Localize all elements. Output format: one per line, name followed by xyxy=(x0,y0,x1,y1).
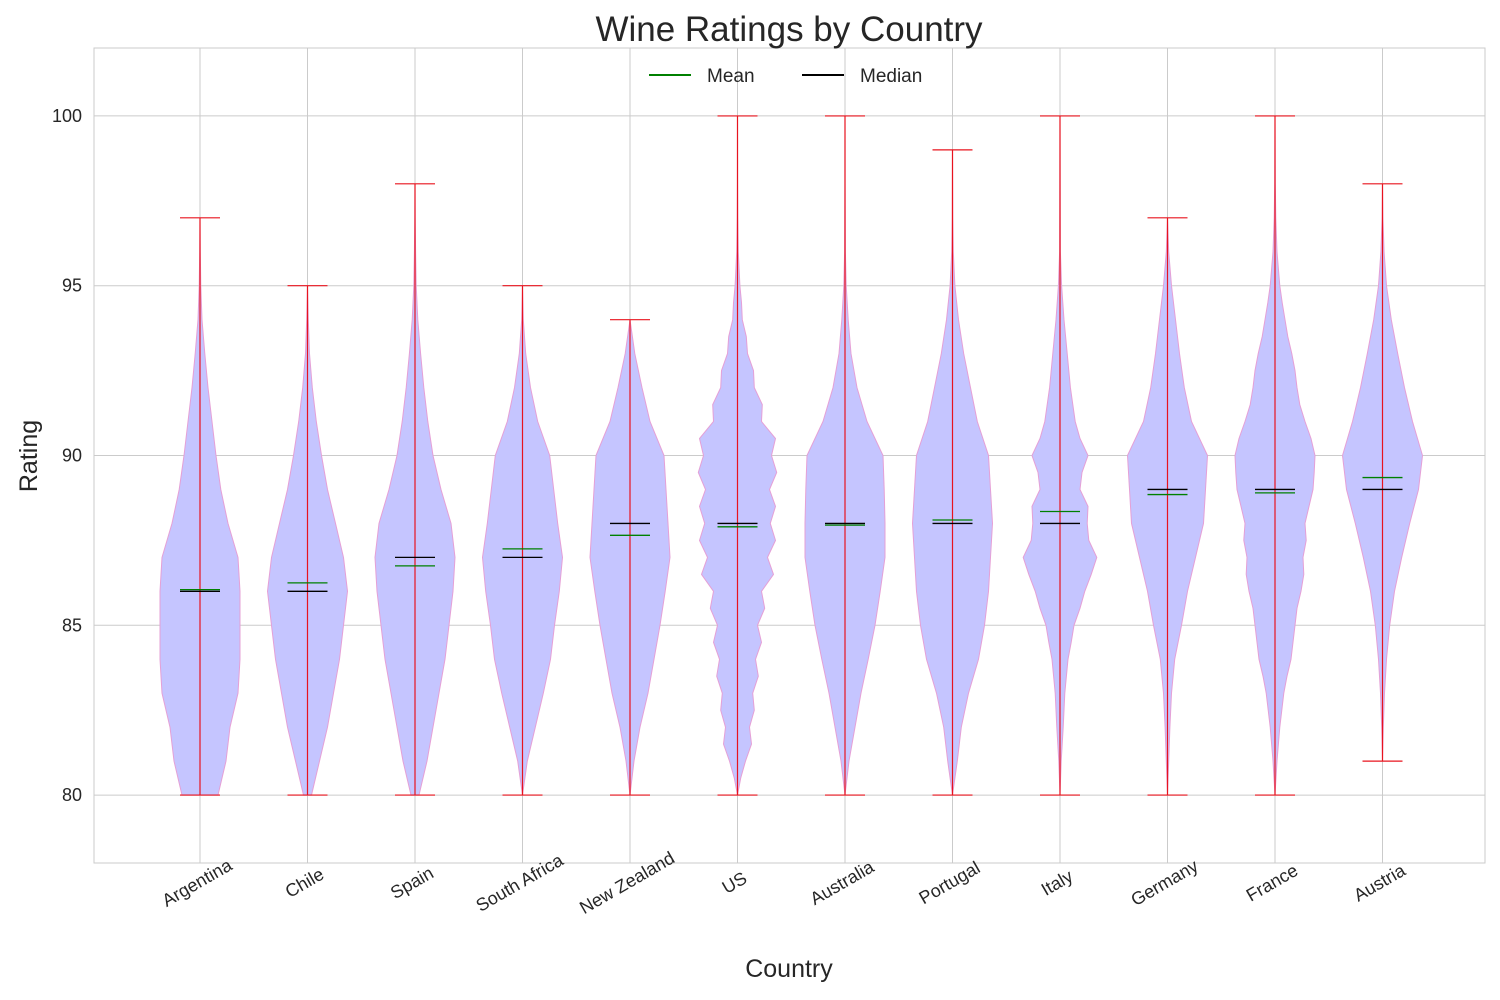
legend-mean-label: Mean xyxy=(707,66,755,87)
axes-frame xyxy=(93,47,1486,864)
chart-title: Wine Ratings by Country xyxy=(595,10,983,49)
y-axis-title: Rating xyxy=(15,420,43,492)
y-tick-label-90: 90 xyxy=(62,446,82,466)
violin-stat-lines xyxy=(180,115,1403,796)
y-tick-label-85: 85 xyxy=(62,615,82,635)
x-axis-title: Country xyxy=(745,955,833,983)
y-tick-label-100: 100 xyxy=(52,106,82,126)
legend: Mean Median xyxy=(649,66,922,87)
y-tick-label-80: 80 xyxy=(62,785,82,805)
legend-median-label: Median xyxy=(860,66,922,87)
y-tick-label-95: 95 xyxy=(62,276,82,296)
